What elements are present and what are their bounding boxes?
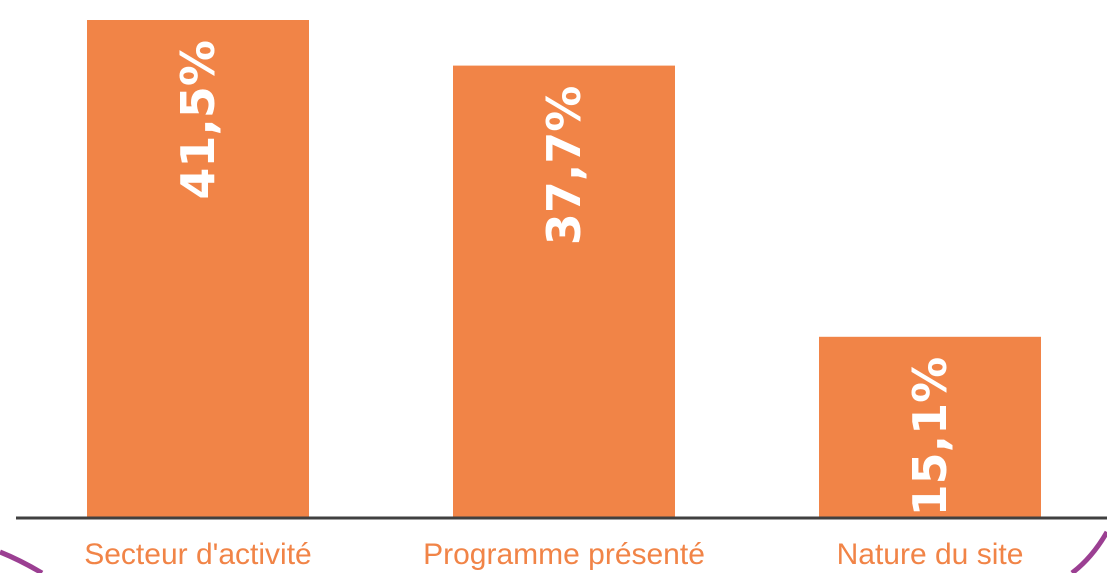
bar-2: [453, 65, 675, 518]
bars: [87, 20, 1041, 518]
category-label-1: Secteur d'activité: [84, 538, 312, 571]
category-label-3: Nature du site: [837, 538, 1024, 571]
value-labels: 41,5% 37,7% 15,1%: [171, 40, 957, 516]
value-label-3: 15,1%: [903, 357, 957, 517]
bar-3: [819, 336, 1041, 518]
category-labels: Secteur d'activité Programme présenté Natu…: [84, 538, 1023, 571]
category-label-2: Programme présenté: [423, 538, 705, 571]
value-label-1: 41,5%: [171, 40, 225, 200]
corner-accent-right: [1070, 530, 1107, 573]
bar-1: [87, 20, 309, 518]
value-label-2: 37,7%: [537, 86, 591, 246]
corner-accent-left: [0, 549, 44, 573]
